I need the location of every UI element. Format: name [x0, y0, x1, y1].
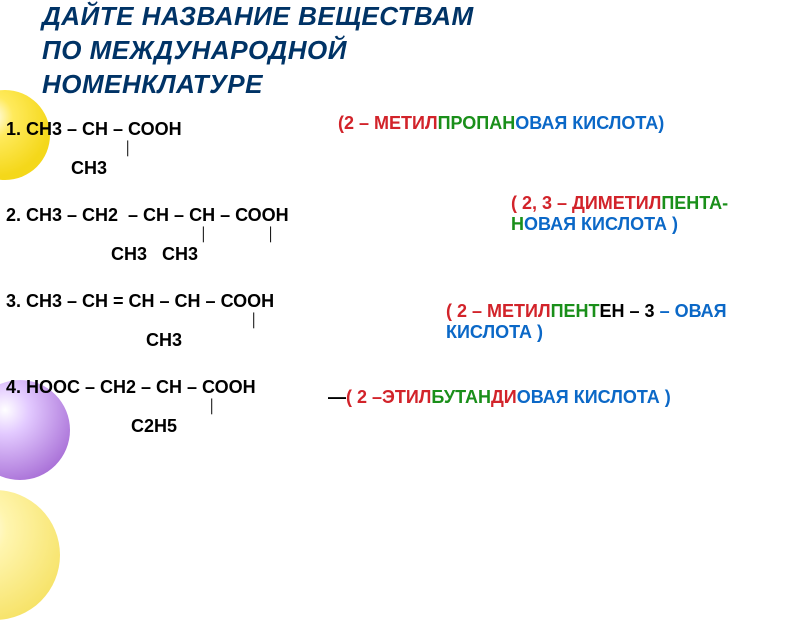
formula-substituent: СН3: [6, 158, 794, 179]
answer-fragment: ОВАЯ КИСЛОТА ): [524, 214, 678, 234]
answer-fragment: Н: [511, 214, 524, 234]
balloon-decoration: [0, 490, 60, 620]
formula-substituent: СН3 СН3: [6, 244, 794, 265]
answer-fragment: ОВАЯ КИСЛОТА ): [517, 387, 671, 407]
answer-fragment: ( 2, 3 – ДИМЕТИЛ: [511, 193, 661, 213]
answer-fragment: – ОВАЯ: [655, 301, 727, 321]
problem-row: 3. СН3 – СН = СН – СН – СООН │ СН3( 2 – …: [6, 291, 794, 351]
answer-fragment: БУТАН: [431, 387, 491, 407]
compound-name-answer: ( 2 – МЕТИЛПЕНТЕН – 3 – ОВАЯ КИСЛОТА ): [446, 301, 727, 343]
answer-fragment: ПЕНТА-: [661, 193, 728, 213]
problem-row: 1. СН3 – СН – СООН │ СН3(2 – МЕТИЛПРОПАН…: [6, 119, 794, 179]
page-title: ДАЙТЕ НАЗВАНИЕ ВЕЩЕСТВАМПО МЕЖДУНАРОДНОЙ…: [6, 0, 794, 119]
answer-fragment: ДИ: [491, 387, 517, 407]
formula-substituent: С2Н5: [6, 416, 794, 437]
answer-fragment: ПЕНТ: [551, 301, 600, 321]
compound-name-answer: ( 2, 3 – ДИМЕТИЛПЕНТА- НОВАЯ КИСЛОТА ): [511, 193, 728, 235]
formula-bond-lines: │: [6, 140, 794, 158]
answer-fragment: ( 2 – МЕТИЛ: [446, 301, 551, 321]
problem-row: 2. СН3 – СН2 – СН – СН – СООН │ │ СН3 СН…: [6, 205, 794, 265]
answer-fragment: КИСЛОТА ): [446, 322, 543, 342]
compound-name-answer: —( 2 –ЭТИЛБУТАНДИОВАЯ КИСЛОТА ): [328, 387, 671, 408]
answer-fragment: ЕН – 3: [600, 301, 655, 321]
compound-name-answer: (2 – МЕТИЛПРОПАНОВАЯ КИСЛОТА): [338, 113, 664, 134]
answer-fragment: ПРОПАН: [438, 113, 516, 133]
answer-fragment: ( 2 –ЭТИЛ: [346, 387, 431, 407]
answer-fragment: ОВАЯ КИСЛОТА): [515, 113, 664, 133]
answer-fragment: (2 – МЕТИЛ: [338, 113, 438, 133]
problem-row: 4. НООС – СН2 – СН – СООН │ С2Н5—( 2 –ЭТ…: [6, 377, 794, 437]
answer-fragment: —: [328, 387, 346, 407]
